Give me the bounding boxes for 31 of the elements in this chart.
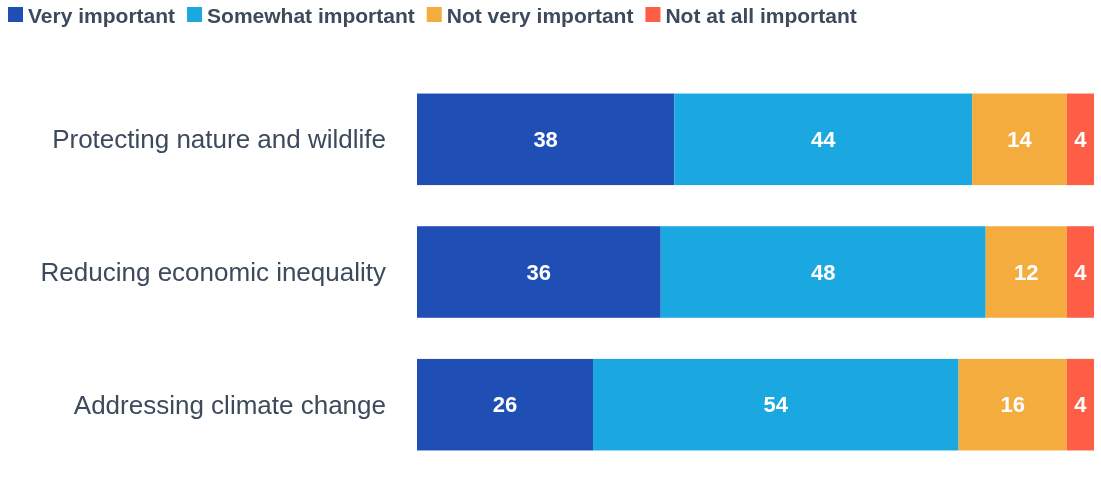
- legend-label: Somewhat important: [207, 3, 415, 27]
- data-label: 54: [763, 392, 789, 418]
- data-label: 4: [1074, 259, 1088, 285]
- legend-label: Not at all important: [665, 3, 857, 27]
- bar: [417, 226, 661, 318]
- y-tick-label: Addressing climate change: [73, 389, 386, 420]
- legend-label: Very important: [28, 3, 176, 27]
- bar: [417, 93, 675, 186]
- bar: [1066, 358, 1094, 451]
- bar: [417, 358, 594, 451]
- data-label: 12: [1014, 259, 1039, 285]
- bar: [593, 358, 959, 451]
- data-label: 48: [810, 259, 836, 285]
- data-label: 14: [1007, 126, 1033, 152]
- data-label: 26: [492, 392, 518, 418]
- bar: [1066, 226, 1094, 318]
- bar: [1066, 93, 1094, 186]
- bar: [958, 358, 1067, 451]
- data-label: 16: [1000, 392, 1025, 418]
- data-label: 44: [810, 126, 837, 152]
- bar: [985, 226, 1067, 318]
- data-label: 4: [1074, 126, 1088, 152]
- y-tick-label: Reducing economic inequality: [40, 257, 386, 287]
- data-label: 4: [1074, 392, 1088, 418]
- bar: [660, 226, 986, 318]
- bar: [972, 93, 1067, 186]
- y-tick-label: Protecting nature and wildlife: [52, 124, 386, 155]
- bar: [674, 93, 973, 186]
- data-label: 36: [526, 259, 552, 285]
- legend-label: Not very important: [446, 3, 634, 27]
- data-label: 38: [533, 126, 558, 152]
